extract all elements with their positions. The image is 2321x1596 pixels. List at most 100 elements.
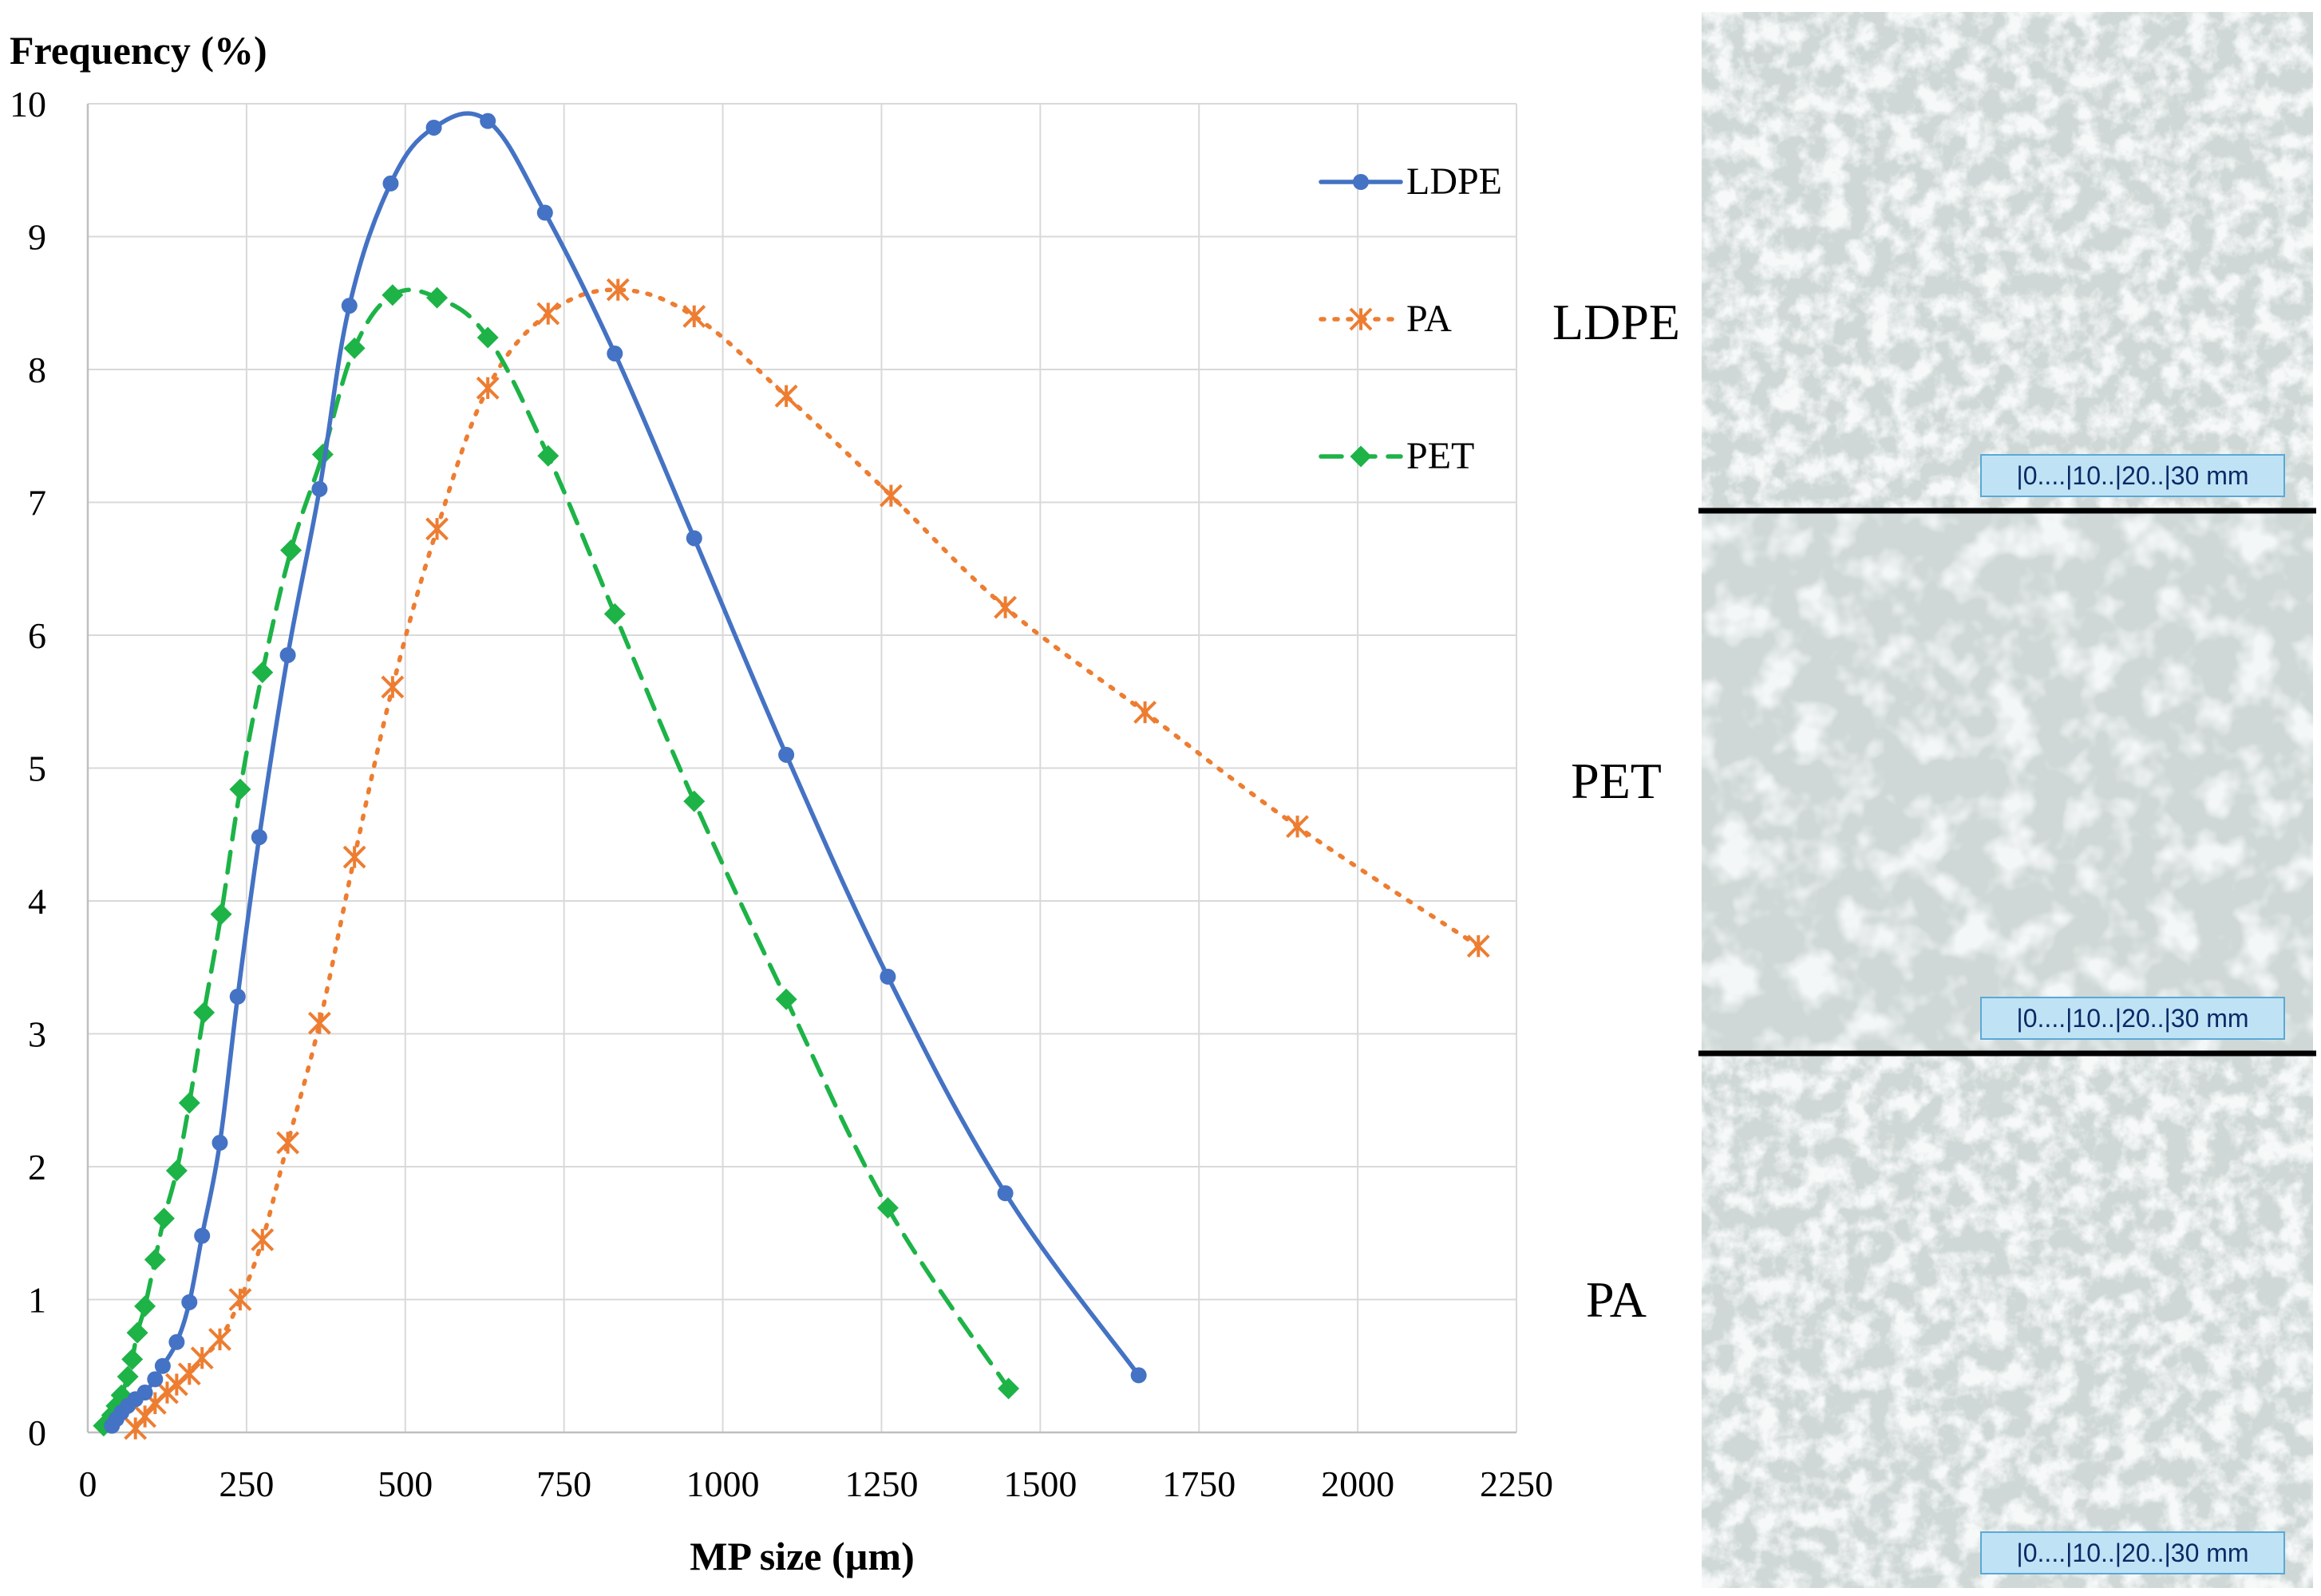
photo-label-pa: PA — [1586, 1271, 1647, 1328]
gridlines — [87, 103, 1517, 1433]
x-tick-label: 1750 — [1162, 1464, 1236, 1504]
photo-flakes — [1702, 12, 2313, 511]
markers-pa — [124, 278, 1490, 1440]
y-tick-label: 7 — [28, 483, 46, 523]
y-tick-labels: 0 1 2 3 4 5 6 7 8 9 10 — [10, 84, 46, 1453]
markers-ldpe — [104, 113, 1147, 1434]
y-tick-label: 1 — [28, 1280, 46, 1321]
data-point-pa — [190, 1346, 214, 1370]
data-point-pet — [193, 1001, 215, 1024]
legend-marker-ldpe — [1353, 174, 1369, 190]
data-point-pa — [276, 1131, 300, 1155]
series-line-pa — [132, 287, 1481, 1431]
data-point-pet — [117, 1365, 139, 1388]
data-point-pet — [775, 988, 797, 1010]
data-point-pet — [603, 602, 626, 625]
data-point-pa — [228, 1288, 252, 1311]
series-pet — [93, 284, 1020, 1437]
data-point-pet — [126, 1321, 148, 1344]
x-tick-label: 500 — [378, 1464, 433, 1504]
data-point-pa — [381, 675, 405, 699]
scale-bar-text: |0....|10..|20..|30 mm — [2016, 1004, 2248, 1033]
legend-marker-pa — [1349, 307, 1373, 331]
data-point-ldpe — [168, 1333, 185, 1350]
data-point-pet — [382, 284, 404, 306]
data-point-ldpe — [251, 829, 267, 846]
data-point-pa — [682, 304, 706, 328]
photo-panel-pet: |0....|10..|20..|30 mm — [1702, 511, 2313, 1053]
x-tick-label: 0 — [79, 1464, 97, 1504]
data-point-pa — [307, 1011, 331, 1035]
data-point-pet — [210, 903, 232, 926]
x-tick-label: 2250 — [1480, 1464, 1553, 1504]
y-tick-label: 4 — [28, 881, 46, 922]
data-point-pet — [537, 444, 559, 467]
data-point-pa — [124, 1416, 148, 1440]
x-axis-title: MP size (µm) — [690, 1534, 914, 1578]
data-point-pa — [425, 517, 449, 541]
data-point-pet — [178, 1092, 200, 1114]
y-tick-label: 8 — [28, 350, 46, 390]
data-point-ldpe — [181, 1294, 198, 1310]
data-point-pa — [1466, 934, 1490, 958]
data-point-ldpe — [536, 204, 553, 221]
series-line-pet — [101, 287, 1011, 1428]
data-point-pet — [343, 337, 366, 359]
data-point-pet — [144, 1249, 166, 1271]
x-tick-label: 1000 — [686, 1464, 760, 1504]
scale-bar-text: |0....|10..|20..|30 mm — [2016, 461, 2248, 490]
photo-flakes — [1702, 1053, 2313, 1588]
scale-bar — [1980, 454, 2285, 497]
photo-panel-ldpe: |0....|10..|20..|30 mm — [1702, 12, 2313, 511]
data-point-pa — [606, 278, 630, 302]
series-layer — [93, 111, 1490, 1440]
data-point-ldpe — [154, 1357, 171, 1374]
data-point-ldpe — [136, 1385, 153, 1401]
data-point-ldpe — [1130, 1367, 1147, 1384]
data-point-pet — [876, 1197, 899, 1219]
data-point-ldpe — [279, 646, 296, 663]
scale-bar-text: |0....|10..|20..|30 mm — [2016, 1539, 2248, 1567]
axes — [86, 104, 1516, 1434]
data-point-ldpe — [480, 113, 496, 129]
legend: LDPE PA PET — [1319, 160, 1502, 477]
data-point-pa — [133, 1404, 157, 1428]
data-point-ldpe — [311, 480, 328, 497]
photo-label-pet: PET — [1571, 753, 1662, 809]
legend-marker-pet — [1350, 445, 1372, 468]
data-point-pet — [476, 326, 499, 349]
photo-label-ldpe: LDPE — [1552, 294, 1680, 350]
x-tick-label: 1500 — [1003, 1464, 1077, 1504]
data-point-pa — [208, 1328, 231, 1351]
data-point-pet — [134, 1295, 156, 1317]
data-point-ldpe — [229, 988, 246, 1005]
data-point-ldpe — [607, 346, 623, 362]
photo-panel-pa: |0....|10..|20..|30 mm — [1702, 1053, 2313, 1588]
plot-area: 0 250 500 750 1000 1250 1500 1750 2000 2250 0 1 2 3 4… — [10, 84, 1553, 1504]
data-point-pa — [774, 384, 798, 408]
y-tick-label: 3 — [28, 1014, 46, 1055]
data-point-pet — [426, 286, 449, 309]
data-point-pa — [251, 1228, 275, 1251]
legend-label-pa: PA — [1406, 298, 1452, 340]
legend-item-ldpe: LDPE — [1319, 160, 1502, 203]
series-ldpe — [104, 111, 1147, 1434]
data-point-pa — [164, 1373, 188, 1396]
data-point-pa — [1133, 701, 1157, 724]
x-tick-labels: 0 250 500 750 1000 1250 1500 1750 2000 2250 — [79, 1464, 1554, 1504]
y-tick-label: 5 — [28, 749, 46, 789]
legend-item-pa: PA — [1319, 298, 1452, 340]
legend-item-pet: PET — [1319, 435, 1474, 477]
data-point-pa — [177, 1362, 201, 1386]
photo-panels: |0....|10..|20..|30 mm LDPE |0....|10..|20… — [1552, 12, 2316, 1588]
data-point-ldpe — [212, 1135, 228, 1152]
y-tick-label: 6 — [28, 615, 46, 656]
y-tick-label: 9 — [28, 217, 46, 258]
data-point-ldpe — [778, 746, 795, 763]
y-tick-label: 10 — [10, 84, 46, 124]
photo-flakes — [1702, 511, 2313, 1053]
y-tick-label: 0 — [28, 1412, 46, 1453]
data-point-pa — [476, 376, 500, 400]
data-point-pa — [342, 845, 366, 869]
